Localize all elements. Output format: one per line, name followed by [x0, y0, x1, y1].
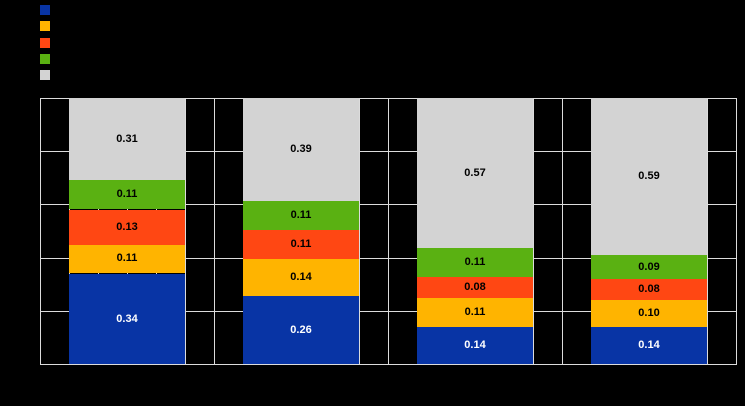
data-label: 0.39	[290, 143, 312, 155]
bar-2-segment-3: 0.11	[243, 230, 359, 259]
horizontal-gridline	[40, 151, 737, 152]
bar-4-segment-2: 0.10	[591, 300, 707, 327]
data-label: 0.57	[464, 166, 486, 179]
data-label: 0.14	[638, 339, 660, 351]
legend-swatch-amber	[40, 21, 50, 31]
data-label: 0.31	[116, 132, 138, 145]
vertical-gridline	[359, 98, 360, 364]
bar-3-segment-1: 0.14	[417, 327, 533, 364]
legend-swatch-blue	[40, 5, 50, 15]
vertical-gridline	[562, 98, 563, 364]
vertical-gridline	[533, 98, 534, 364]
data-label: 0.26	[290, 323, 312, 336]
bar-4-segment-4: 0.09	[591, 255, 707, 279]
bar-2-segment-2: 0.14	[243, 259, 359, 296]
data-label: 0.11	[464, 306, 486, 318]
data-label: 0.11	[116, 252, 138, 264]
data-label: 0.09	[638, 260, 660, 273]
vertical-gridline	[388, 98, 389, 364]
bar-3-segment-4: 0.11	[417, 248, 533, 277]
plot-border-horizontal	[40, 364, 737, 365]
data-label: 0.08	[638, 283, 660, 295]
vertical-gridline	[707, 98, 708, 364]
legend-swatch-green	[40, 54, 50, 64]
plot-border-horizontal	[40, 98, 737, 99]
legend-swatch-red-orange	[40, 38, 50, 48]
bar-2-segment-5: 0.39	[243, 98, 359, 201]
legend-swatch-gray	[40, 70, 50, 80]
bar-1-segment-1: 0.34	[69, 274, 185, 364]
plot-border-vertical	[736, 98, 737, 364]
horizontal-gridline	[40, 258, 737, 259]
plot-border-vertical	[40, 98, 41, 364]
bar-4-segment-5: 0.59	[591, 98, 707, 255]
vertical-gridline	[214, 98, 215, 364]
data-label: 0.11	[290, 238, 312, 250]
data-label: 0.59	[638, 170, 660, 182]
vertical-gridline	[185, 98, 186, 364]
horizontal-gridline	[40, 204, 737, 205]
data-label: 0.14	[464, 339, 486, 351]
data-label: 0.11	[116, 188, 138, 200]
bar-1-segment-3: 0.13	[69, 210, 185, 245]
data-label: 0.34	[116, 312, 138, 325]
horizontal-gridline	[40, 311, 737, 312]
data-label: 0.13	[116, 221, 138, 233]
bar-4-segment-3: 0.08	[591, 279, 707, 300]
data-label: 0.08	[464, 281, 486, 293]
bar-3-segment-5: 0.57	[417, 98, 533, 248]
bar-4-segment-1: 0.14	[591, 327, 707, 364]
bar-3-segment-2: 0.11	[417, 298, 533, 327]
data-label: 0.14	[290, 271, 312, 283]
bar-1-segment-5: 0.31	[69, 98, 185, 180]
bar-3-segment-3: 0.08	[417, 277, 533, 298]
bar-1-segment-2: 0.11	[69, 244, 185, 273]
bar-1-segment-4: 0.11	[69, 180, 185, 209]
bar-2-segment-4: 0.11	[243, 201, 359, 230]
data-label: 0.10	[638, 307, 660, 319]
data-label: 0.11	[290, 209, 312, 221]
bar-2-segment-1: 0.26	[243, 296, 359, 364]
data-label: 0.11	[464, 256, 486, 268]
